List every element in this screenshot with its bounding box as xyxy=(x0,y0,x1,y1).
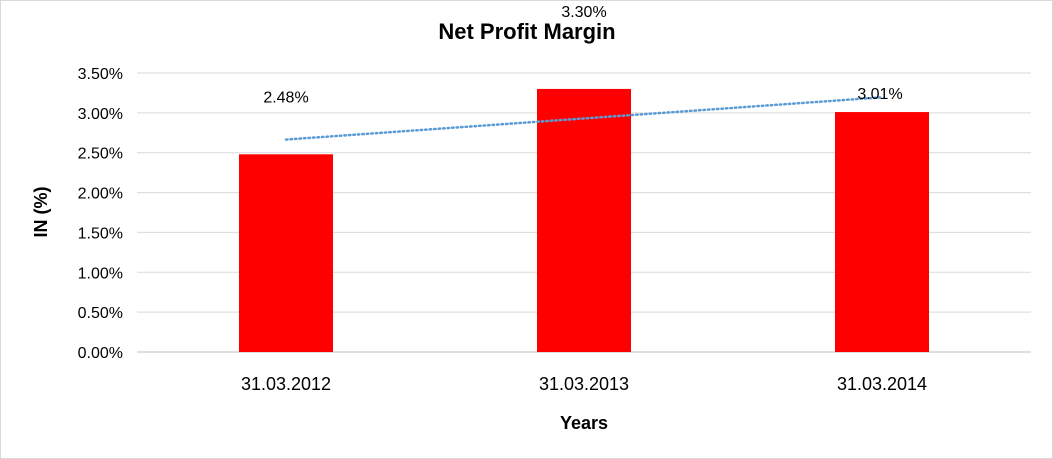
bar xyxy=(835,112,929,352)
data-label: 3.01% xyxy=(857,86,902,103)
y-tick-label: 2.50% xyxy=(78,146,123,163)
trendline xyxy=(284,96,884,141)
data-labels: 2.48% 3.30% 3.01% xyxy=(263,4,902,106)
y-axis-title: IN (%) xyxy=(31,187,51,238)
data-label: 3.30% xyxy=(561,4,606,21)
x-category-label: 31.03.2013 xyxy=(539,374,629,394)
y-tick-label: 2.00% xyxy=(78,186,123,203)
trendline-line xyxy=(284,96,884,141)
data-label: 2.48% xyxy=(263,89,308,106)
x-axis-title: Years xyxy=(560,413,608,433)
y-tick-label: 3.00% xyxy=(78,106,123,123)
bars xyxy=(239,88,929,352)
x-axis-categories: 31.03.2012 31.03.2013 31.03.2014 xyxy=(241,374,927,394)
y-tick-label: 0.50% xyxy=(78,305,123,322)
bar xyxy=(239,154,333,352)
x-category-label: 31.03.2014 xyxy=(837,374,927,394)
chart-title: Net Profit Margin xyxy=(438,19,615,44)
y-axis-ticks: 0.00% 0.50% 1.00% 1.50% 2.00% 2.50% 3.00% 3.50% xyxy=(78,66,123,362)
y-tick-label: 0.00% xyxy=(78,345,123,362)
y-tick-label: 3.50% xyxy=(78,66,123,83)
y-tick-label: 1.50% xyxy=(78,225,123,242)
y-tick-label: 1.00% xyxy=(78,265,123,282)
bar xyxy=(537,88,631,352)
x-category-label: 31.03.2012 xyxy=(241,374,331,394)
